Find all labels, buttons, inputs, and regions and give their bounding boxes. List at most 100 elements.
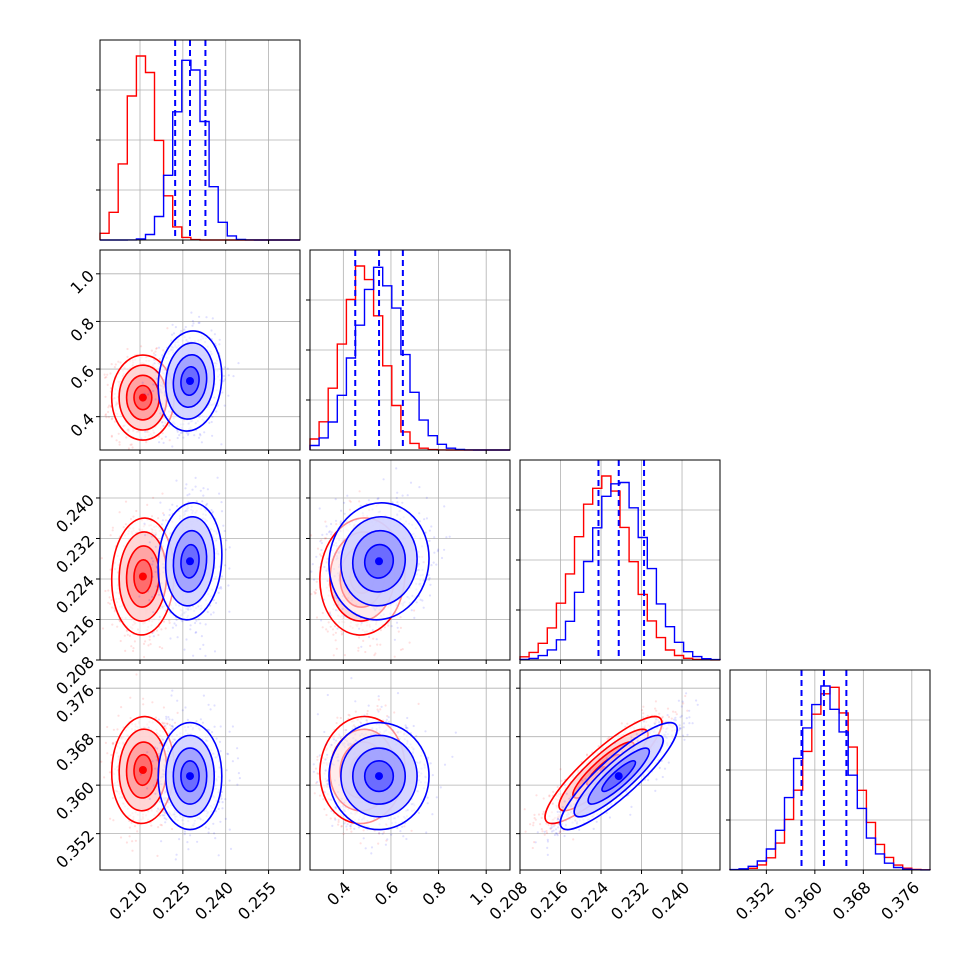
sample-point bbox=[199, 489, 202, 492]
sample-point bbox=[129, 443, 132, 446]
sample-point bbox=[100, 557, 103, 560]
sample-point bbox=[200, 441, 203, 444]
sample-point bbox=[149, 643, 152, 646]
density-peak bbox=[186, 377, 194, 385]
sample-point bbox=[150, 515, 154, 518]
sample-point bbox=[154, 350, 157, 353]
sample-point bbox=[164, 609, 167, 612]
sample-point bbox=[161, 354, 164, 357]
sample-point bbox=[329, 625, 332, 628]
sample-point bbox=[316, 547, 320, 550]
sample-point bbox=[107, 589, 110, 592]
sample-point bbox=[428, 529, 431, 532]
sample-point bbox=[208, 421, 211, 424]
sample-point bbox=[368, 635, 371, 639]
sample-point bbox=[145, 441, 148, 444]
sample-point bbox=[160, 414, 163, 417]
sample-point bbox=[396, 491, 399, 494]
sample-point bbox=[104, 395, 107, 398]
sample-point bbox=[108, 596, 111, 599]
sample-point bbox=[168, 621, 171, 625]
sample-point bbox=[148, 599, 151, 602]
sample-point bbox=[152, 635, 155, 638]
sample-point bbox=[158, 419, 162, 422]
sample-point bbox=[332, 633, 335, 636]
sample-point bbox=[425, 496, 428, 499]
sample-point bbox=[150, 557, 153, 560]
sample-point bbox=[329, 614, 332, 617]
sample-point bbox=[188, 493, 191, 496]
sample-point bbox=[396, 626, 399, 629]
sample-point bbox=[325, 628, 328, 631]
sample-point bbox=[358, 490, 361, 493]
sample-point bbox=[153, 593, 156, 596]
sample-point bbox=[367, 499, 370, 502]
sample-point bbox=[322, 598, 325, 601]
sample-point bbox=[326, 630, 329, 633]
sample-point bbox=[107, 406, 110, 409]
sample-point bbox=[161, 519, 164, 522]
sample-point bbox=[142, 642, 146, 646]
sample-point bbox=[157, 588, 160, 591]
sample-point bbox=[119, 639, 122, 643]
sample-point bbox=[111, 417, 114, 420]
sample-point bbox=[200, 635, 203, 638]
sample-point bbox=[132, 515, 135, 518]
sample-point bbox=[178, 434, 181, 437]
sample-point bbox=[160, 527, 163, 530]
sample-point bbox=[401, 648, 404, 651]
sample-point bbox=[125, 436, 128, 439]
sample-point bbox=[397, 630, 400, 633]
sample-point bbox=[144, 534, 147, 537]
sample-point bbox=[180, 329, 183, 333]
sample-point bbox=[225, 539, 228, 542]
sample-point bbox=[162, 441, 165, 444]
sample-point bbox=[219, 585, 222, 589]
sample-point bbox=[226, 367, 229, 370]
sample-point bbox=[109, 534, 112, 537]
sample-point bbox=[161, 432, 164, 435]
sample-point bbox=[175, 624, 178, 627]
sample-point bbox=[215, 410, 218, 413]
sample-point bbox=[185, 431, 188, 434]
sample-point bbox=[147, 393, 150, 396]
sample-point bbox=[110, 606, 114, 609]
sample-point bbox=[237, 362, 240, 365]
sample-point bbox=[227, 584, 230, 587]
sample-point bbox=[185, 638, 188, 641]
sample-point bbox=[152, 560, 155, 563]
sample-point bbox=[154, 570, 157, 574]
sample-point bbox=[101, 627, 105, 630]
sample-point bbox=[128, 634, 131, 638]
sample-point bbox=[171, 503, 174, 506]
sample-point bbox=[175, 479, 178, 482]
sample-point bbox=[118, 443, 121, 446]
sample-point bbox=[372, 637, 375, 640]
sample-point bbox=[164, 435, 167, 438]
sample-point bbox=[169, 637, 172, 640]
sample-point bbox=[151, 631, 154, 634]
sample-point bbox=[423, 518, 426, 521]
sample-point bbox=[205, 504, 208, 507]
sample-point bbox=[110, 418, 113, 421]
sample-point bbox=[399, 616, 402, 619]
sample-point bbox=[171, 333, 174, 336]
sample-point bbox=[202, 643, 205, 647]
sample-point bbox=[140, 345, 143, 348]
sample-point bbox=[182, 436, 185, 439]
sample-point bbox=[194, 476, 197, 479]
sample-point bbox=[184, 325, 187, 329]
sample-point bbox=[160, 523, 163, 526]
sample-point bbox=[428, 539, 431, 543]
sample-point bbox=[191, 319, 194, 323]
sample-point bbox=[133, 640, 136, 643]
sample-point bbox=[334, 631, 337, 634]
sample-point bbox=[131, 446, 134, 449]
sample-point bbox=[176, 430, 179, 433]
sample-point bbox=[140, 437, 143, 440]
sample-point bbox=[143, 392, 146, 395]
sample-point bbox=[126, 633, 129, 636]
sample-point bbox=[155, 585, 158, 588]
sample-point bbox=[144, 640, 147, 643]
sample-point bbox=[111, 623, 114, 626]
